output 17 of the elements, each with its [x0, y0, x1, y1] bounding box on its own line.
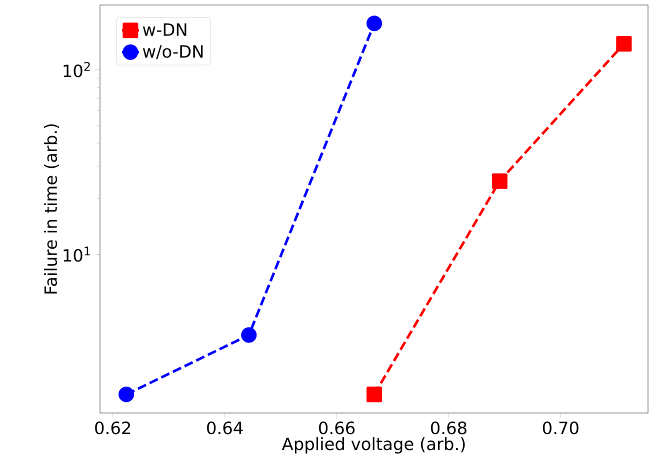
y-axis-title: Failure in time (arb.): [44, 124, 60, 294]
point: [616, 36, 632, 52]
point: [492, 173, 508, 189]
point: [366, 16, 382, 32]
legend-label: w/o-DN: [142, 45, 203, 60]
point: [241, 327, 257, 343]
x-tick-label: 0.68: [430, 421, 466, 434]
x-tick-label: 0.62: [95, 421, 130, 434]
legend-label: w-DN: [142, 23, 186, 36]
y-tick-label: 10$^{2}$: [64, 62, 90, 78]
point: [118, 386, 134, 402]
x-axis-title: Applied voltage (arb.): [282, 437, 465, 454]
point: [366, 386, 382, 402]
x-tick-label: 0.70: [542, 421, 578, 434]
y-tick-label: 10$^{1}$: [64, 246, 90, 262]
x-tick-label: 0.66: [319, 421, 355, 434]
x-tick-label: 0.64: [207, 421, 243, 434]
